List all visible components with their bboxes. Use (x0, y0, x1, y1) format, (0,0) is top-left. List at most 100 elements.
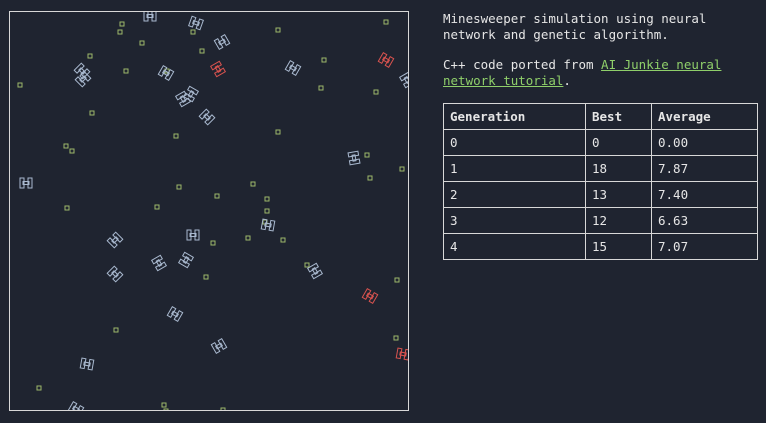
credit-prefix: C++ code ported from (443, 57, 602, 72)
mine-square-icon (173, 133, 179, 139)
mine-square-icon (394, 277, 400, 283)
cell-best: 15 (585, 233, 652, 260)
sweeper-icon (67, 400, 85, 410)
cell-generation: 0 (443, 129, 586, 156)
table-row: 0 0 0.00 (443, 129, 758, 156)
cell-generation: 1 (443, 155, 586, 182)
cell-generation: 2 (443, 181, 586, 208)
mine-square-icon (64, 205, 70, 211)
credit-suffix: . (563, 73, 571, 88)
sweeper-icon (188, 15, 204, 31)
best-sweeper-icon (209, 60, 227, 78)
sweeper-icon (166, 305, 184, 323)
mine-square-icon (113, 327, 119, 333)
sweeper-icon (150, 254, 168, 272)
best-sweeper-icon (361, 287, 379, 305)
sweeper-icon (210, 337, 228, 355)
mine-square-icon (161, 402, 167, 408)
mine-square-icon (367, 175, 373, 181)
sweeper-icon (143, 12, 157, 22)
sweeper-icon (198, 108, 216, 126)
mine-square-icon (280, 237, 286, 243)
mine-square-icon (264, 208, 270, 214)
mine-square-icon (199, 48, 205, 54)
sweeper-icon (157, 64, 175, 82)
mine-square-icon (321, 57, 327, 63)
table-row: 3 12 6.63 (443, 207, 758, 234)
credit-text: C++ code ported from AI Junkie neural ne… (443, 57, 759, 89)
cell-best: 13 (585, 181, 652, 208)
sweeper-icon (177, 251, 195, 269)
mine-square-icon (17, 82, 23, 88)
description-text: Minesweeper simulation using neural netw… (443, 11, 707, 42)
mine-square-icon (318, 85, 324, 91)
sweeper-icon (260, 218, 276, 232)
mine-square-icon (264, 196, 270, 202)
cell-best: 12 (585, 207, 652, 234)
cell-average: 6.63 (651, 207, 758, 234)
header-best: Best (585, 103, 652, 130)
sweeper-icon (19, 177, 33, 189)
table-header-row: Generation Best Average (443, 103, 758, 130)
sweeper-icon (106, 231, 124, 249)
table-row: 2 13 7.40 (443, 181, 758, 208)
sweeper-icon (284, 59, 302, 77)
mine-square-icon (203, 274, 209, 280)
cell-best: 0 (585, 129, 652, 156)
mine-square-icon (123, 68, 129, 74)
mine-square-icon (399, 166, 405, 172)
cell-generation: 3 (443, 207, 586, 234)
best-sweeper-icon (377, 51, 395, 69)
info-panel: Minesweeper simulation using neural netw… (443, 11, 759, 260)
sweeper-icon (306, 262, 324, 280)
mine-square-icon (245, 235, 251, 241)
mine-square-icon (304, 262, 310, 268)
table-row: 4 15 7.07 (443, 233, 758, 260)
cell-average: 7.07 (651, 233, 758, 260)
sweeper-icon (186, 229, 200, 241)
mine-square-icon (190, 29, 196, 35)
mine-square-icon (119, 21, 125, 27)
cell-best: 18 (585, 155, 652, 182)
sweeper-icon (79, 357, 95, 371)
table-row: 1 18 7.87 (443, 155, 758, 182)
sweeper-icon (347, 150, 361, 166)
cell-average: 7.40 (651, 181, 758, 208)
best-sweeper-icon (395, 347, 408, 361)
mine-square-icon (275, 129, 281, 135)
sweeper-icon (174, 90, 192, 108)
mine-square-icon (69, 148, 75, 154)
mine-square-icon (154, 204, 160, 210)
mine-square-icon (275, 27, 281, 33)
sweeper-icon (213, 33, 231, 51)
header-average: Average (651, 103, 758, 130)
sweeper-icon (398, 71, 408, 89)
mine-square-icon (89, 110, 95, 116)
cell-average: 0.00 (651, 129, 758, 156)
simulation-canvas (9, 11, 409, 411)
cell-generation: 4 (443, 233, 586, 260)
mine-square-icon (117, 29, 123, 35)
mine-square-icon (250, 181, 256, 187)
mine-square-icon (393, 335, 399, 341)
cell-average: 7.87 (651, 155, 758, 182)
sweeper-icon (73, 62, 91, 80)
generation-table: Generation Best Average 0 0 0.00 1 18 7.… (443, 103, 758, 260)
mine-square-icon (36, 385, 42, 391)
mine-square-icon (373, 89, 379, 95)
sweeper-icon (74, 70, 92, 88)
mine-square-icon (210, 240, 216, 246)
simulation-field (17, 12, 408, 410)
mine-square-icon (364, 152, 370, 158)
mine-square-icon (87, 53, 93, 59)
mine-square-icon (383, 19, 389, 25)
mine-square-icon (176, 184, 182, 190)
mine-square-icon (63, 143, 69, 149)
ai-junkie-link[interactable]: AI Junkie neural network tutorial (443, 57, 722, 88)
mine-square-icon (139, 40, 145, 46)
sweeper-icon (182, 85, 200, 103)
sweeper-icon (106, 265, 124, 283)
mine-square-icon (163, 408, 169, 410)
header-generation: Generation (443, 103, 586, 130)
